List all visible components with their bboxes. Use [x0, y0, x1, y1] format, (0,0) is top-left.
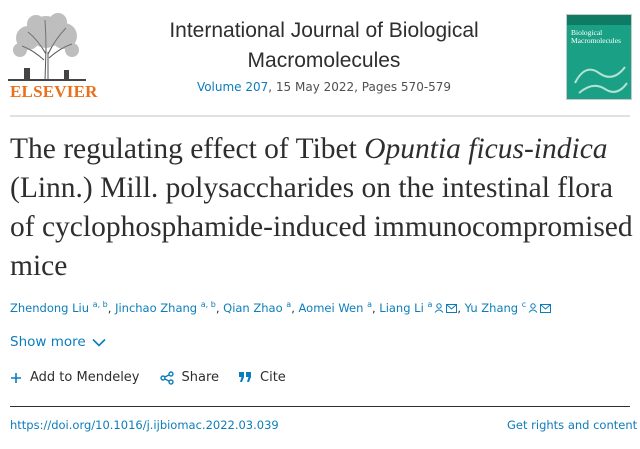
elsevier-wordmark: ELSEVIER [10, 82, 98, 101]
person-icon [528, 303, 538, 314]
author-link[interactable]: Zhendong Liu a, b [10, 300, 108, 315]
cover-molecule-icon [574, 66, 628, 94]
author-link[interactable]: Liang Li a [379, 300, 458, 315]
title-text-2: (Linn.) Mill. polysaccharides on the int… [10, 172, 633, 282]
author-name: Jinchao Zhang [115, 300, 198, 315]
author-affiliation: a [286, 300, 292, 309]
share-icon [159, 370, 174, 385]
cite-button[interactable]: Cite [239, 370, 286, 385]
email-icon [540, 303, 552, 313]
author-separator: , [291, 300, 299, 315]
author-name: Liang Li [379, 300, 424, 315]
author-separator: , [215, 300, 224, 315]
add-to-mendeley-button[interactable]: Add to Mendeley [10, 370, 140, 385]
author-link[interactable]: Aomei Wen a [298, 300, 372, 315]
volume-link[interactable]: Volume 207 [196, 80, 269, 94]
author-affiliation: a [427, 300, 433, 309]
mendeley-label: Add to Mendeley [30, 370, 140, 385]
email-icon [446, 303, 458, 313]
actions-divider [10, 406, 630, 407]
issue-info: , 15 May 2022, Pages 570-579 [268, 80, 452, 94]
author-name: Qian Zhao [223, 300, 283, 315]
title-text-1: The regulating effect of Tibet [10, 133, 365, 165]
get-rights-link[interactable]: Get rights and content [507, 418, 638, 432]
author-affiliation: c [521, 300, 527, 309]
author-link[interactable]: Yu Zhang c [464, 300, 552, 315]
cover-title: Biological Macromolecules [571, 28, 621, 45]
journal-title[interactable]: International Journal of Biological Macr… [169, 19, 479, 72]
author-link[interactable]: Qian Zhao a [223, 300, 292, 315]
header-divider [10, 115, 630, 117]
title-species-name: Opuntia ficus-indica [364, 133, 608, 165]
author-list: Zhendong Liu a, b, Jinchao Zhang a, b, Q… [10, 300, 552, 315]
journal-meta: Volume 207, 15 May 2022, Pages 570-579 [150, 80, 498, 94]
cite-label: Cite [260, 370, 286, 385]
author-link[interactable]: Jinchao Zhang a, b [115, 300, 216, 315]
doi-link[interactable]: https://doi.org/10.1016/j.ijbiomac.2022.… [10, 418, 279, 432]
author-separator: , [371, 300, 380, 315]
author-affiliation: a [367, 300, 372, 309]
author-separator: , [107, 300, 116, 315]
journal-cover-image[interactable]: Biological Macromolecules [566, 14, 632, 100]
share-button[interactable]: Share [159, 370, 220, 385]
author-name: Zhendong Liu [10, 300, 90, 315]
cover-band [567, 15, 631, 25]
plus-icon [11, 372, 21, 383]
article-title: The regulating effect of Tibet Opuntia f… [10, 130, 635, 286]
author-affiliation: a, b [200, 300, 216, 309]
author-name: Yu Zhang [464, 300, 519, 315]
elsevier-logo[interactable] [8, 10, 86, 102]
article-actions: Add to Mendeley Share Cite [10, 370, 306, 385]
person-icon [434, 303, 444, 314]
elsevier-tree-icon [8, 13, 86, 81]
share-label: Share [181, 370, 220, 385]
chevron-down-icon [92, 338, 106, 347]
author-separator: , [457, 300, 465, 315]
author-affiliation: a, b [92, 300, 108, 309]
author-name: Aomei Wen [298, 300, 364, 315]
quote-icon [239, 372, 252, 382]
show-more-button[interactable]: Show more [10, 334, 106, 350]
show-more-label: Show more [10, 334, 86, 350]
